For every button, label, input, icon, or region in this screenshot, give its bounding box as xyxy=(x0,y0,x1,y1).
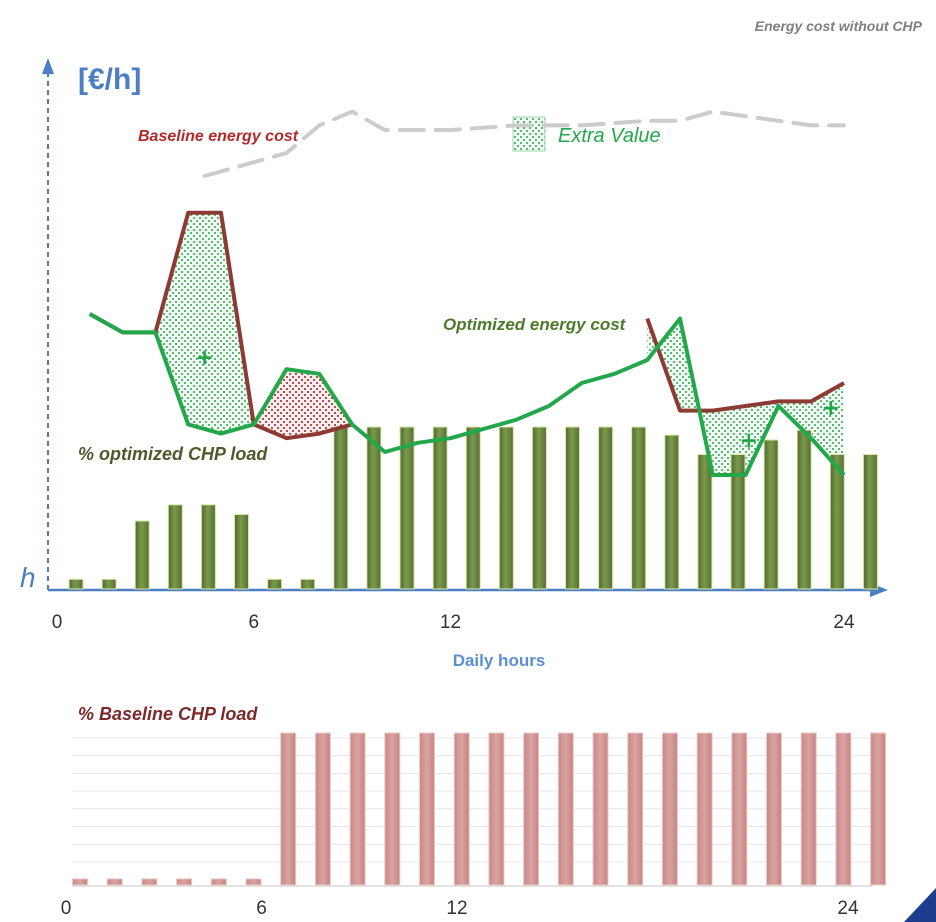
no-chp-cost-line xyxy=(202,109,846,178)
optimized-load-bar xyxy=(763,439,779,590)
extra-value-markers: + + + xyxy=(195,346,840,454)
baseline-load-bar xyxy=(800,732,817,886)
baseline-load-bar xyxy=(592,732,609,886)
x-tick-label: 0 xyxy=(52,612,63,633)
baseline-load-bar xyxy=(870,732,887,886)
top-chart: [€/h] h Daily hours Energy cost without … xyxy=(20,18,923,670)
baseline-load-bar xyxy=(245,878,262,886)
baseline-load-bar xyxy=(766,732,782,886)
baseline-load-bar xyxy=(280,732,297,886)
extra-value-plus-marker: + xyxy=(195,346,213,371)
optimized-load-bar xyxy=(664,434,680,590)
baseline-load-bar xyxy=(696,732,713,886)
baseline-load-bar xyxy=(557,732,574,886)
no-chp-label: Energy cost without CHP xyxy=(755,18,923,34)
baseline-load-bar xyxy=(210,878,227,886)
optimized-load-bar xyxy=(531,426,547,590)
extra-value-plus-marker: + xyxy=(740,428,758,453)
bottom-chart: % Baseline CHP load xyxy=(78,704,258,724)
baseline-load-title: % Baseline CHP load xyxy=(78,704,258,724)
extra-value-legend-label: Extra Value xyxy=(558,125,661,147)
x-tick-label: 6 xyxy=(249,612,260,633)
optimized-load-bar xyxy=(167,504,183,590)
baseline-load-bar xyxy=(384,732,401,886)
optimized-load-bar xyxy=(399,426,415,590)
x-symbol-label: h xyxy=(20,562,36,593)
baseline-load-bar xyxy=(72,878,88,886)
optimized-load-bar xyxy=(730,454,746,590)
optimized-load-bar xyxy=(862,454,878,590)
optimized-load-bar xyxy=(432,426,448,590)
y-axis-arrow xyxy=(42,58,54,74)
bottom-gridlines xyxy=(72,737,872,887)
baseline-load-bar xyxy=(106,878,123,886)
extra-value-area xyxy=(647,318,844,475)
optimized-cost-label: Optimized energy cost xyxy=(443,315,627,334)
optimized-load-bar xyxy=(300,578,316,590)
optimized-load-bar xyxy=(134,520,150,590)
x-tick-label: 12 xyxy=(446,898,467,919)
x-tick-label: 12 xyxy=(440,612,461,633)
optimized-load-bar xyxy=(697,454,713,590)
optimized-load-bar xyxy=(267,578,283,590)
x-tick-label: 24 xyxy=(833,612,855,633)
baseline-load-bar xyxy=(419,732,435,886)
y-unit-label: [€/h] xyxy=(78,63,141,96)
baseline-load-bars xyxy=(72,732,887,886)
baseline-load-bar xyxy=(523,732,540,886)
x-axis-title: Daily hours xyxy=(453,651,546,670)
optimized-load-bars xyxy=(68,426,878,590)
bottom-x-ticks: 0 6 12 24 xyxy=(61,898,859,919)
optimized-load-bar xyxy=(234,514,249,590)
baseline-load-bar xyxy=(176,878,193,886)
optimized-load-bar xyxy=(465,426,481,590)
optimized-load-bar xyxy=(598,426,614,590)
baseline-load-bar xyxy=(453,732,470,886)
optimized-cost-line xyxy=(88,312,846,477)
baseline-load-bar xyxy=(314,732,331,886)
baseline-load-bar xyxy=(349,732,366,886)
baseline-load-bar xyxy=(627,732,644,886)
optimized-load-label: % optimized CHP load xyxy=(78,444,268,464)
baseline-load-bar xyxy=(488,732,505,886)
optimized-load-bar xyxy=(631,426,647,590)
baseline-load-bar xyxy=(141,878,158,886)
corner-decoration xyxy=(904,888,936,922)
x-tick-label: 6 xyxy=(256,898,267,919)
x-tick-label: 24 xyxy=(837,898,859,919)
optimized-load-bar xyxy=(200,504,216,590)
x-tick-label: 0 xyxy=(61,898,72,919)
baseline-load-bar xyxy=(661,732,678,886)
optimized-load-bar xyxy=(366,426,382,590)
optimized-load-bar xyxy=(796,429,812,590)
baseline-load-bar xyxy=(731,732,748,886)
optimized-load-bar xyxy=(333,426,349,590)
top-x-ticks: 0 6 12 24 xyxy=(52,612,855,633)
optimized-load-bar xyxy=(498,426,514,590)
cost-lines xyxy=(88,109,846,477)
extra-value-legend-swatch xyxy=(512,116,546,152)
extra-value-plus-marker: + xyxy=(822,396,840,421)
optimized-load-bar xyxy=(68,578,84,590)
baseline-load-bar xyxy=(835,732,852,886)
optimized-load-bar xyxy=(829,454,845,590)
baseline-cost-label: Baseline energy cost xyxy=(138,128,299,145)
baseline-cost-line xyxy=(645,317,845,413)
optimized-load-bar xyxy=(565,426,580,590)
optimized-load-bar xyxy=(101,578,117,590)
